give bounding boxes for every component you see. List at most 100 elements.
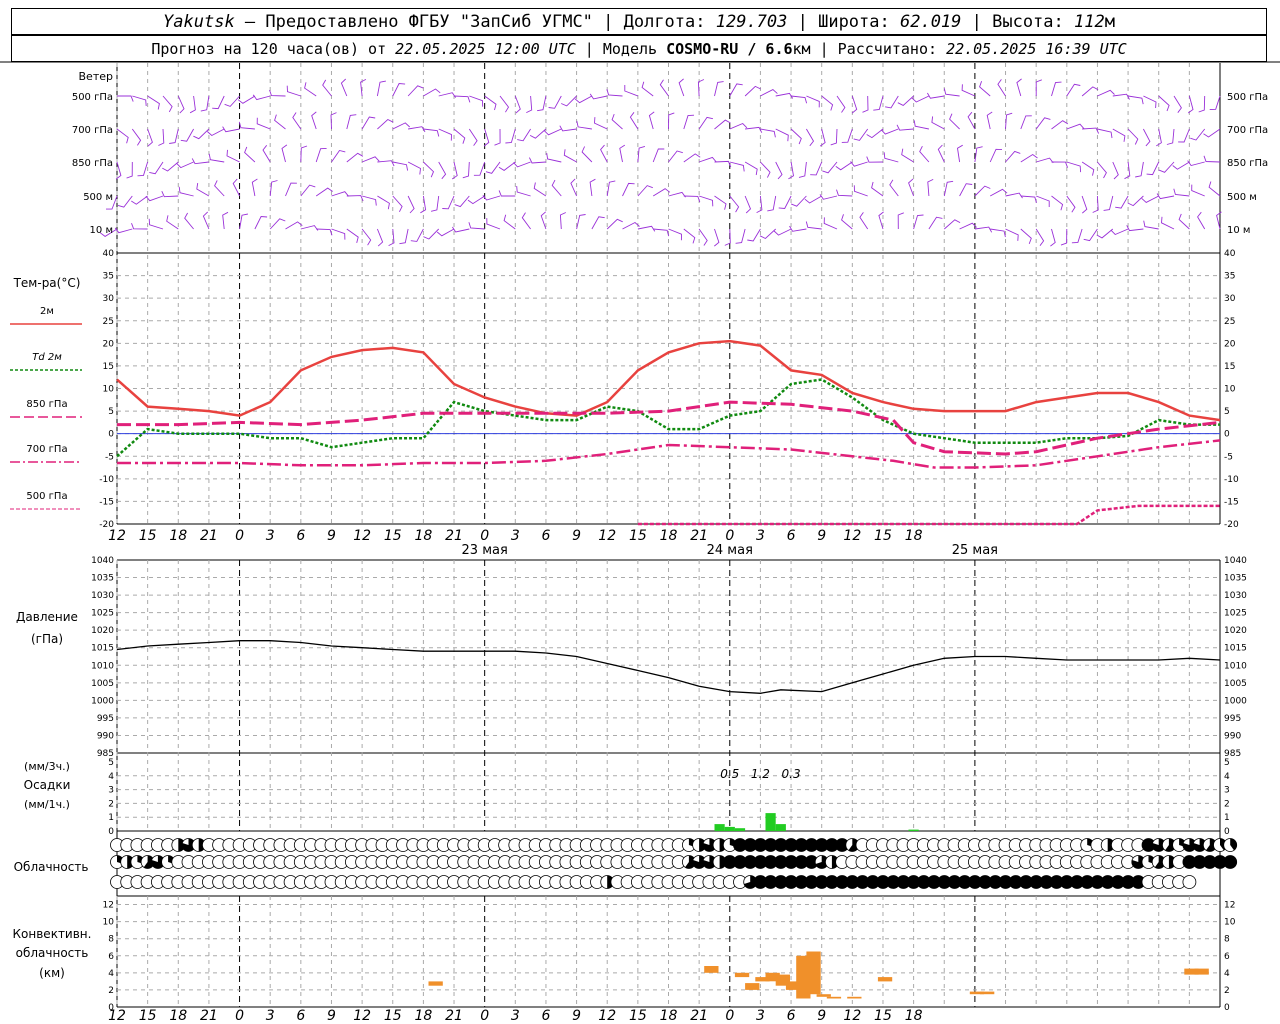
- x-tick-bottom-5: 3: [266, 1008, 275, 1024]
- temp-ytick-left-9: -5: [105, 452, 114, 462]
- wind-barb: [729, 83, 743, 97]
- wind-barb: [810, 161, 823, 176]
- temp-series-2: [117, 400, 1221, 456]
- wind-barb: [866, 128, 884, 139]
- wind-barb: [494, 128, 501, 146]
- cloud-fill: [1223, 855, 1237, 869]
- pres-ytick-left-5: 1015: [91, 644, 114, 654]
- wind-barbs: [100, 78, 1222, 247]
- cloud-fill: [1090, 875, 1104, 889]
- wind-barb: [430, 195, 440, 212]
- date-label-0: 23 мая: [462, 543, 508, 558]
- wind-barb: [292, 112, 302, 130]
- pres-ytick-left-4: 1020: [91, 626, 114, 636]
- wind-barb: [485, 161, 501, 174]
- wind-barb: [222, 211, 229, 230]
- wind-barb: [482, 195, 501, 201]
- cloud-fill: [917, 875, 931, 889]
- wind-barb: [256, 117, 271, 130]
- wind-barb: [158, 128, 165, 146]
- wind-barb: [239, 213, 248, 230]
- wind-barb: [851, 95, 858, 114]
- pres-ytick-left-0: 1040: [91, 556, 114, 566]
- pres-ytick-right-11: 985: [1224, 749, 1241, 759]
- prec-ytick-left-1: 4: [108, 772, 114, 782]
- temp-series-4: [637, 504, 1220, 526]
- wind-barb: [169, 128, 179, 144]
- wind-barb: [376, 228, 384, 247]
- wind-barb: [1143, 220, 1159, 230]
- pres-ytick-right-5: 1015: [1224, 644, 1247, 654]
- temp-ytick-right-8: 0: [1224, 430, 1230, 440]
- wind-barb: [589, 93, 608, 100]
- conv-bar-15: [980, 991, 995, 995]
- wind-barb: [744, 195, 752, 214]
- wind-barb: [835, 161, 853, 171]
- wind-barb: [392, 83, 406, 97]
- wind-barb: [232, 178, 241, 197]
- wind-barb: [1005, 150, 1021, 163]
- x-tick-bottom-21: 3: [756, 1008, 765, 1024]
- wind-barb: [830, 128, 838, 146]
- wind-barb: [162, 95, 173, 113]
- pressure-line: [116, 640, 1221, 694]
- wind-barb: [407, 195, 415, 214]
- precipitation-panel: 0.5 1.2 0.3: [714, 767, 919, 831]
- temp-series-1: [116, 378, 1220, 458]
- wind-barb: [1166, 128, 1175, 145]
- x-tick-top-19: 21: [690, 528, 708, 544]
- wind-barb: [438, 161, 447, 180]
- wind-barb: [641, 81, 654, 97]
- wind-barb: [131, 195, 148, 205]
- wind-barb: [392, 195, 403, 213]
- cloud-fill: [1152, 838, 1166, 852]
- cloud-fill: [1193, 838, 1207, 852]
- precip-unit-1h: (мм/1ч.): [24, 798, 70, 811]
- wind-barb: [698, 116, 713, 130]
- cloud-fill: [815, 875, 829, 889]
- wind-barb: [853, 128, 869, 141]
- temp-legend-label-3: 700 гПа: [26, 444, 67, 455]
- wind-barb: [116, 128, 129, 144]
- wind-barb: [196, 183, 210, 197]
- wind-barb: [1082, 127, 1100, 134]
- wind-barb: [251, 178, 258, 197]
- wind-barb: [1187, 95, 1194, 114]
- temp-ytick-left-3: 25: [103, 317, 114, 327]
- wind-barb: [202, 211, 210, 230]
- wind-barb: [1128, 95, 1144, 105]
- conv-ytick-right-6: 0: [1224, 1003, 1230, 1013]
- cloud-fill: [753, 838, 767, 852]
- wind-barb: [505, 128, 516, 144]
- temp-ytick-right-11: -15: [1224, 497, 1239, 507]
- wind-barb: [315, 147, 327, 163]
- cloud-fill: [825, 875, 839, 889]
- wind-barb: [1178, 213, 1190, 230]
- wind-barb: [756, 195, 763, 214]
- x-tick-top-12: 0: [480, 528, 489, 544]
- wind-barb: [469, 95, 484, 107]
- precip-bar-4: [775, 824, 786, 831]
- wind-barb: [388, 228, 395, 247]
- wind-level-left-2: 850 гПа: [72, 158, 113, 169]
- wind-barb: [237, 95, 256, 104]
- wind-barb: [850, 161, 868, 167]
- prec-ytick-left-2: 3: [108, 786, 114, 796]
- pres-ytick-right-7: 1005: [1224, 679, 1247, 689]
- conv-bar-9: [806, 951, 821, 995]
- conv-bar-0: [428, 981, 443, 986]
- cloud-fill: [1165, 838, 1176, 852]
- wind-barb: [1203, 128, 1221, 138]
- wind-barb: [1051, 81, 1062, 97]
- wind-barb: [559, 125, 577, 132]
- cloud-fill: [1080, 875, 1094, 889]
- wind-barb: [574, 95, 593, 104]
- precip-label: Осадки: [24, 778, 71, 792]
- x-tick-top-8: 12: [353, 528, 371, 544]
- wind-barb: [1083, 228, 1098, 242]
- wind-barb: [1127, 195, 1144, 207]
- wind-level-left-0: 500 гПа: [72, 92, 113, 103]
- pres-ytick-right-1: 1035: [1224, 574, 1247, 584]
- wind-barb: [467, 195, 485, 205]
- cloud-fill: [1154, 855, 1166, 869]
